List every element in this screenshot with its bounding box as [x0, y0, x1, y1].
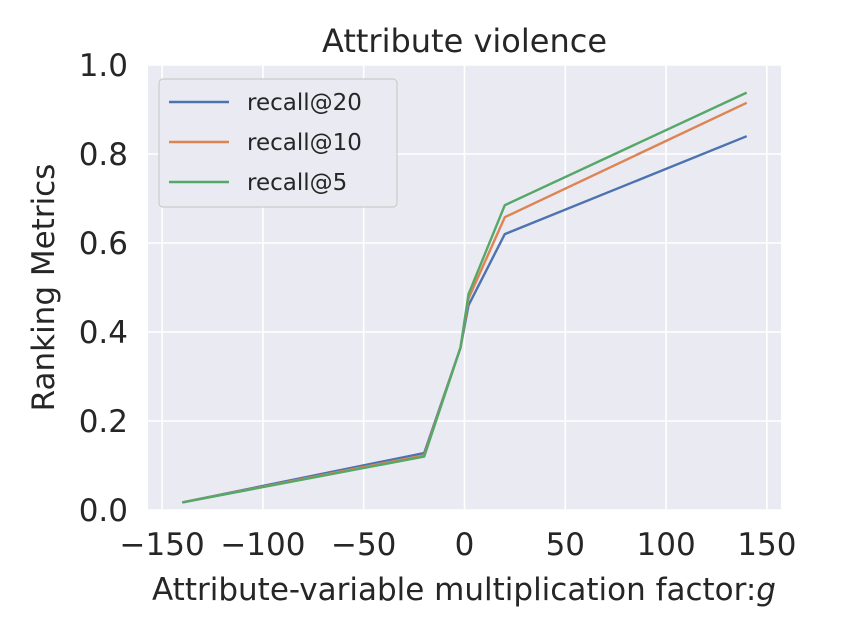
x-axis-label-symbol: g — [756, 572, 776, 608]
legend-frame — [158, 78, 398, 208]
legend: recall@20 recall@10 recall@5 — [158, 78, 398, 208]
y-axis-ticks: 0.0 0.2 0.4 0.6 0.8 1.0 — [79, 48, 128, 529]
x-axis-ticks: −150 −100 −50 0 50 100 150 — [120, 527, 797, 563]
y-tick-label: 0.6 — [79, 226, 128, 262]
x-axis-label-text: Attribute-variable multiplication factor… — [152, 572, 756, 608]
x-tick-label: −150 — [120, 527, 205, 563]
legend-label: recall@5 — [247, 170, 347, 196]
y-tick-label: 0.2 — [79, 404, 128, 440]
x-tick-label: −50 — [331, 527, 396, 563]
y-tick-label: 0.4 — [79, 315, 128, 351]
x-tick-label: 50 — [546, 527, 585, 563]
series-line-recall-at-5 — [182, 91, 748, 504]
data-lines — [182, 91, 748, 504]
legend-label: recall@10 — [247, 130, 362, 156]
y-axis-label: Ranking Metrics — [26, 164, 62, 412]
y-tick-label: 0.8 — [79, 137, 128, 173]
x-tick-label: 150 — [737, 527, 796, 563]
y-tick-label: 0.0 — [79, 493, 128, 529]
y-tick-label: 1.0 — [79, 48, 128, 84]
x-tick-label: 0 — [455, 527, 475, 563]
legend-label: recall@20 — [247, 90, 362, 116]
x-tick-label: 100 — [637, 527, 696, 563]
x-tick-label: −100 — [220, 527, 305, 563]
x-axis-label: Attribute-variable multiplication factor… — [152, 572, 776, 608]
chart-title: Attribute violence — [322, 22, 607, 60]
